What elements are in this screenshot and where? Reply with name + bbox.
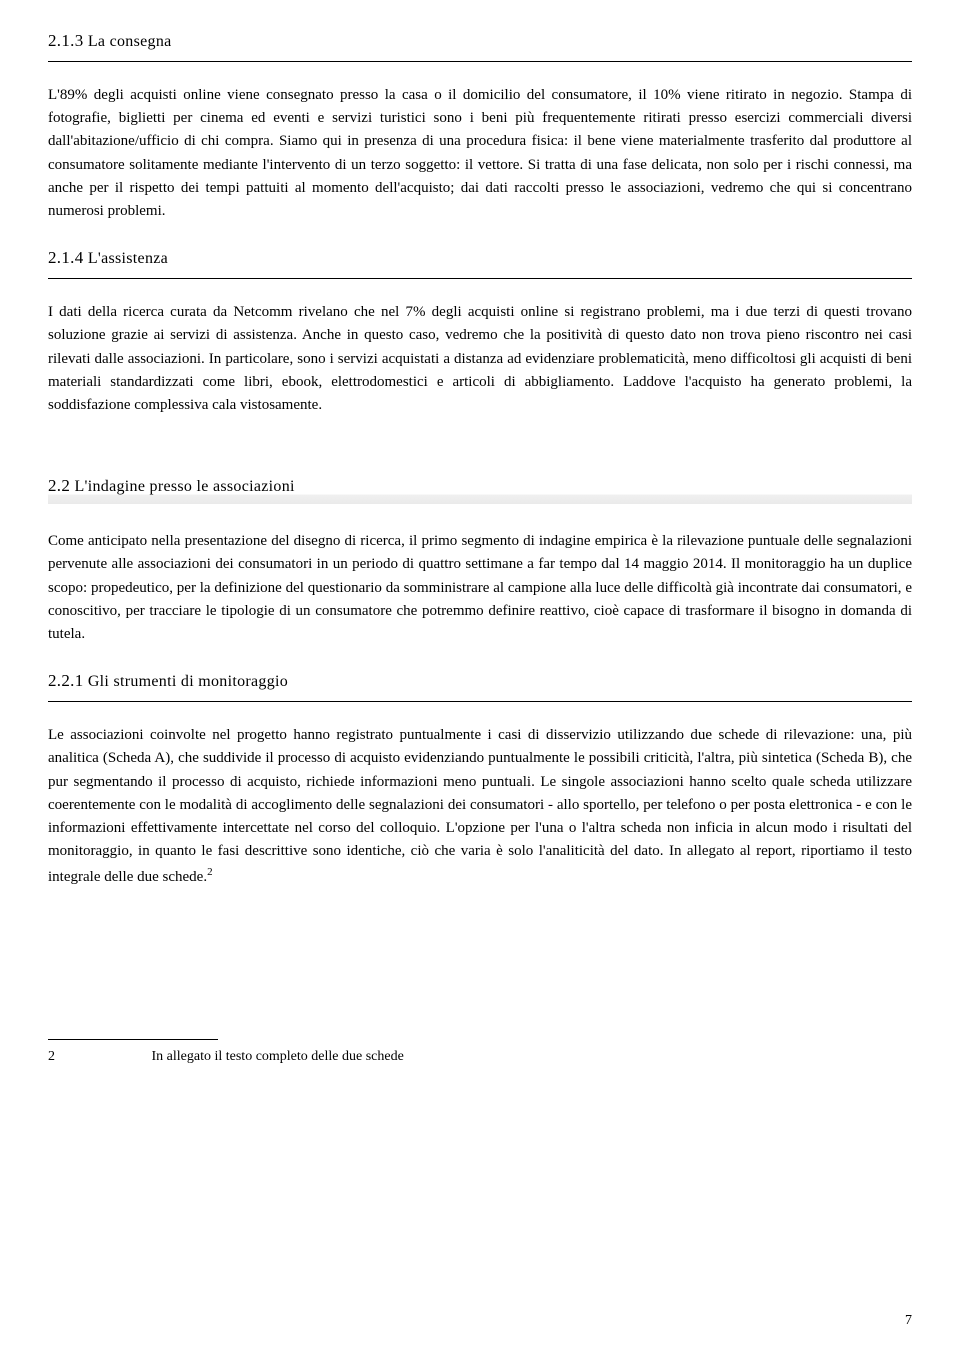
section-number: 2.1.4 [48,248,84,267]
heading-rule [48,278,912,279]
footnote-text: In allegato il testo completo delle due … [152,1049,404,1064]
section-heading-221: 2.2.1 Gli strumenti di monitoraggio [48,668,912,695]
section-title: Gli strumenti di monitoraggio [88,673,288,690]
subsection-heading-22: 2.2 L'indagine presso le associazioni [48,473,912,504]
subsection-22: 2.2 L'indagine presso le associazioni [48,473,912,504]
heading-rule [48,701,912,702]
footnote-rule [48,1039,218,1040]
page-number: 7 [905,1310,912,1332]
section-title: L'assistenza [88,250,168,267]
section-number: 2.1.3 [48,31,84,50]
section-22-body: Come anticipato nella presentazione del … [48,530,912,646]
section-221-body: Le associazioni coinvolte nel progetto h… [48,724,912,889]
section-213-body: L'89% degli acquisti online viene conseg… [48,84,912,224]
subsection-title-text: L'indagine presso le associazioni [74,478,294,495]
heading-rule [48,61,912,62]
subsection-number: 2.2 [48,476,70,495]
footnote-number: 2 [48,1046,148,1068]
footnote: 2 In allegato il testo completo delle du… [48,1046,912,1068]
section-heading-214: 2.1.4 L'assistenza [48,245,912,272]
section-heading-213: 2.1.3 La consegna [48,28,912,55]
section-title: La consegna [88,33,172,50]
section-number: 2.2.1 [48,671,84,690]
section-214-body: I dati della ricerca curata da Netcomm r… [48,301,912,417]
